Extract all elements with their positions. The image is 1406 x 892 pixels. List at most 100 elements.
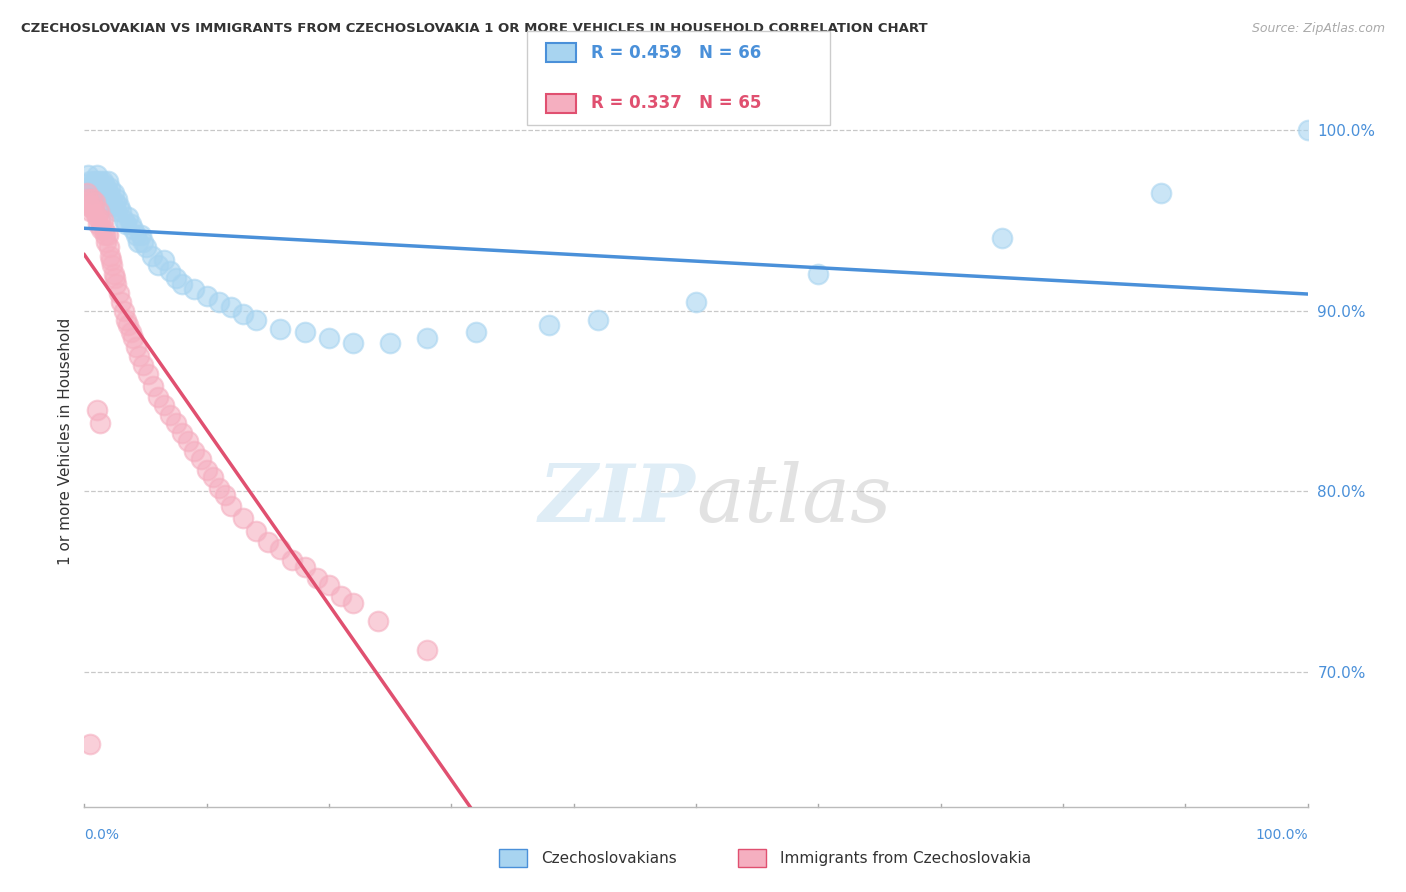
Point (807, 268, 830, 282)
Point (86, 210, 108, 224)
Point (97, 186, 120, 201)
Point (135, 240, 157, 254)
Point (87, 173, 110, 187)
Point (97, 227, 120, 242)
Point (177, 434, 200, 448)
Point (83, 204, 105, 219)
Point (90, 222, 112, 236)
Point (219, 499, 242, 513)
Point (195, 289, 218, 303)
Point (79, 737, 101, 751)
Point (342, 596, 364, 610)
Point (245, 524, 267, 538)
Point (83, 181, 105, 195)
Point (80, 186, 103, 201)
Point (86, 168, 108, 182)
Point (105, 192, 128, 206)
Point (208, 481, 231, 495)
Point (1296, 123, 1319, 137)
Point (110, 294, 132, 309)
Point (89, 213, 111, 227)
Point (153, 253, 176, 268)
Point (201, 469, 224, 483)
Text: 0.0%: 0.0% (84, 828, 120, 842)
Point (86, 403, 108, 417)
Point (416, 643, 439, 657)
Point (136, 367, 159, 381)
Point (305, 571, 328, 585)
Point (195, 462, 218, 476)
Point (105, 204, 128, 219)
Point (96, 235, 118, 249)
Text: R = 0.459   N = 66: R = 0.459 N = 66 (591, 44, 761, 62)
Point (159, 409, 181, 423)
Point (269, 541, 291, 556)
Text: CZECHOSLOVAKIAN VS IMMIGRANTS FROM CZECHOSLOVAKIA 1 OR MORE VEHICLES IN HOUSEHOL: CZECHOSLOVAKIAN VS IMMIGRANTS FROM CZECH… (21, 22, 928, 36)
Point (127, 235, 149, 249)
Point (105, 277, 128, 291)
Point (146, 390, 169, 404)
Text: ZIP: ZIP (538, 461, 696, 539)
Point (342, 336, 364, 351)
Point (257, 534, 280, 549)
Point (93, 177, 115, 191)
Point (172, 277, 194, 291)
Point (98, 181, 121, 195)
Point (117, 318, 139, 332)
Point (165, 271, 187, 285)
Point (115, 217, 138, 231)
Point (122, 331, 145, 345)
Point (104, 271, 127, 285)
Point (93, 222, 115, 236)
Point (98, 249, 121, 263)
Point (125, 340, 148, 354)
Point (80, 192, 103, 206)
Point (172, 426, 194, 441)
Point (96, 181, 118, 195)
Point (416, 331, 439, 345)
Point (91, 213, 114, 227)
Point (84, 195, 107, 210)
Point (208, 294, 231, 309)
Point (115, 312, 138, 326)
Point (269, 321, 291, 335)
Point (294, 326, 316, 340)
Point (990, 231, 1012, 245)
Point (232, 307, 254, 321)
Point (75, 195, 97, 210)
Point (79, 204, 101, 219)
Point (103, 268, 125, 282)
Point (77, 168, 100, 182)
Point (77, 199, 100, 213)
Point (94, 186, 117, 201)
Point (103, 186, 125, 201)
Point (141, 249, 163, 263)
Point (318, 331, 340, 345)
Point (159, 264, 181, 278)
Point (110, 204, 132, 219)
Point (82, 199, 104, 213)
Point (87, 204, 110, 219)
Point (90, 186, 112, 201)
Text: atlas: atlas (696, 461, 891, 539)
Point (87, 217, 110, 231)
Text: Czechoslovakians: Czechoslovakians (541, 851, 678, 865)
Point (122, 222, 145, 236)
Point (586, 312, 609, 326)
Point (685, 294, 707, 309)
Point (146, 259, 169, 273)
Point (107, 285, 129, 300)
Point (76, 177, 98, 191)
Point (104, 195, 127, 210)
Point (120, 217, 142, 231)
Point (87, 181, 110, 195)
Point (190, 451, 212, 466)
Point (100, 195, 122, 210)
Point (79, 173, 101, 187)
Point (165, 416, 187, 430)
Point (464, 326, 486, 340)
Text: 100.0%: 100.0% (1256, 828, 1308, 842)
Point (214, 488, 236, 502)
Point (281, 553, 304, 567)
Point (91, 181, 114, 195)
